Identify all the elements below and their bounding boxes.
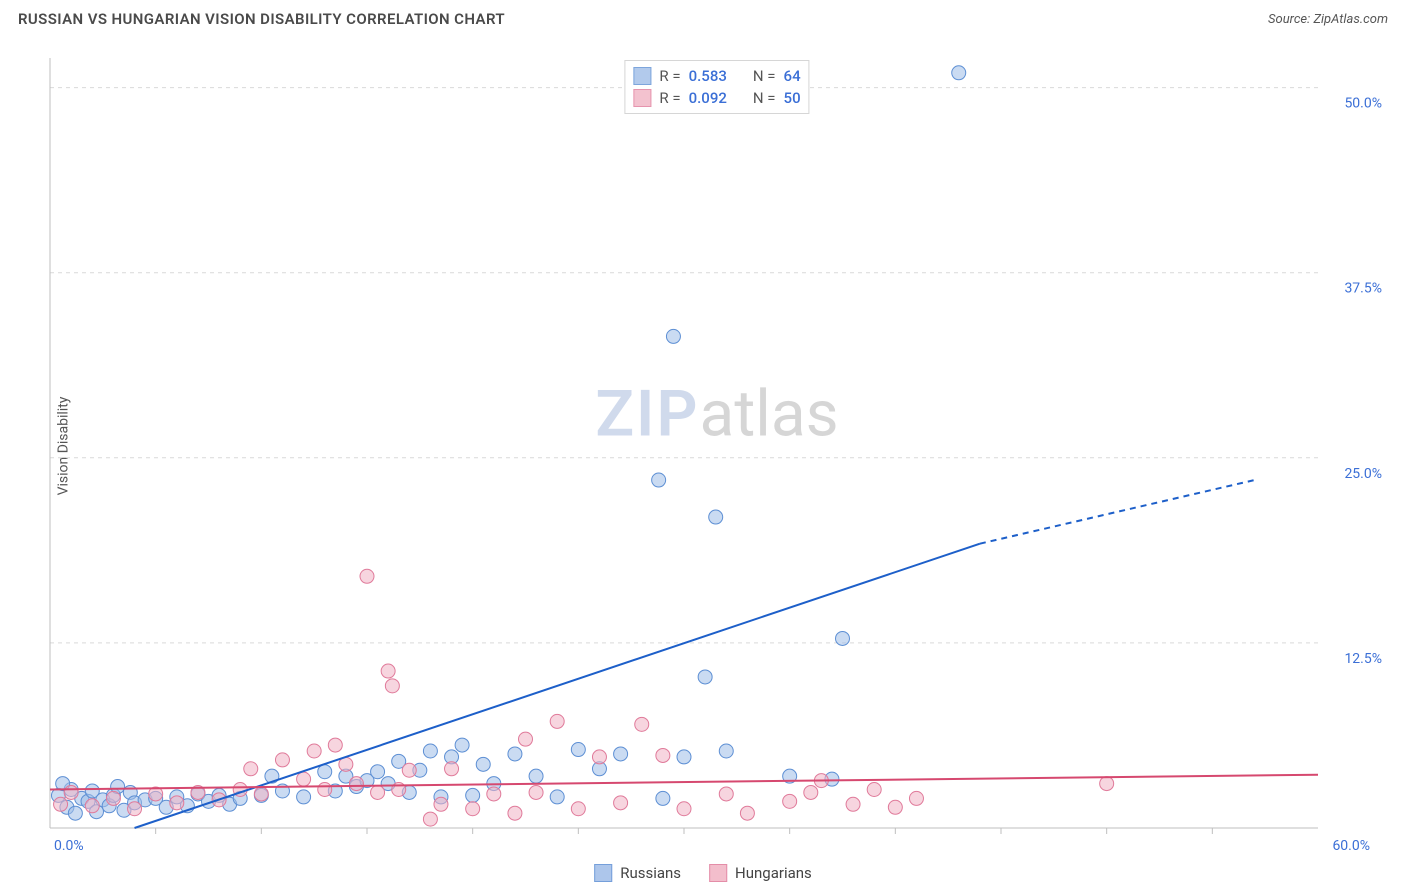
data-point (328, 738, 342, 752)
data-point (106, 791, 120, 805)
legend-swatch (633, 67, 651, 85)
data-point (656, 748, 670, 762)
data-point (846, 797, 860, 811)
data-point (275, 753, 289, 767)
data-point (592, 750, 606, 764)
series-legend: Russians Hungarians (594, 864, 812, 882)
data-point (888, 800, 902, 814)
data-point (719, 744, 733, 758)
data-point (614, 796, 628, 810)
data-point (68, 806, 82, 820)
data-point (466, 788, 480, 802)
data-point (466, 802, 480, 816)
data-point (550, 790, 564, 804)
data-point (652, 473, 666, 487)
series-name: Hungarians (735, 864, 812, 882)
data-point (85, 799, 99, 813)
data-point (635, 717, 649, 731)
data-point (297, 772, 311, 786)
chart-area: 12.5%25.0%37.5%50.0%0.0%60.0% ZIPatlas R… (46, 54, 1388, 854)
legend-row: R = 0.583 N = 64 (633, 65, 800, 87)
x-tick-label: 0.0% (54, 838, 84, 854)
data-point (360, 569, 374, 583)
legend-r-label: R = (659, 67, 680, 85)
data-point (614, 747, 628, 761)
data-point (455, 738, 469, 752)
source-credit: Source: ZipAtlas.com (1268, 12, 1388, 27)
data-point (244, 762, 258, 776)
data-point (529, 769, 543, 783)
data-point (740, 806, 754, 820)
data-point (423, 744, 437, 758)
data-point (656, 791, 670, 805)
data-point (836, 631, 850, 645)
chart-title: RUSSIAN VS HUNGARIAN VISION DISABILITY C… (18, 10, 505, 28)
data-point (783, 794, 797, 808)
legend-n-label: N = (753, 67, 776, 85)
data-point (423, 812, 437, 826)
legend-swatch (594, 864, 612, 882)
data-point (698, 670, 712, 684)
data-point (381, 664, 395, 678)
series-legend-item: Hungarians (709, 864, 812, 882)
data-point (64, 785, 78, 799)
data-point (487, 787, 501, 801)
legend-swatch (709, 864, 727, 882)
data-point (804, 785, 818, 799)
data-point (445, 762, 459, 776)
data-point (952, 66, 966, 80)
legend-r-value: 0.092 (689, 89, 727, 107)
scatter-plot: 12.5% 25.0% 37.5% 50.0% 0.0% 60.0% (46, 54, 1388, 854)
data-point (402, 763, 416, 777)
data-point (385, 679, 399, 693)
data-point (254, 787, 268, 801)
y-tick-label: 37.5% (1344, 281, 1382, 297)
trend-line-extrapolation (980, 480, 1255, 544)
data-point (909, 791, 923, 805)
data-point (371, 785, 385, 799)
y-tick-label: 12.5% (1344, 651, 1382, 667)
header: RUSSIAN VS HUNGARIAN VISION DISABILITY C… (0, 0, 1406, 34)
data-point (571, 802, 585, 816)
data-point (508, 747, 522, 761)
data-point (550, 714, 564, 728)
series-legend-item: Russians (594, 864, 681, 882)
data-point (867, 783, 881, 797)
data-point (677, 802, 691, 816)
data-point (666, 329, 680, 343)
data-point (297, 790, 311, 804)
legend-r-value: 0.583 (689, 67, 727, 85)
data-point (1100, 777, 1114, 791)
data-point (54, 797, 68, 811)
legend-row: R = 0.092 N = 50 (633, 87, 800, 109)
x-tick-label: 60.0% (1332, 838, 1370, 854)
legend-swatch (633, 89, 651, 107)
data-point (476, 757, 490, 771)
correlation-legend: R = 0.583 N = 64 R = 0.092 N = 50 (624, 60, 809, 114)
legend-n-value: 64 (784, 67, 801, 85)
y-tick-label: 50.0% (1344, 96, 1382, 112)
data-point (434, 797, 448, 811)
legend-r-label: R = (659, 89, 680, 107)
data-point (519, 732, 533, 746)
data-point (318, 783, 332, 797)
data-point (307, 744, 321, 758)
legend-n-label: N = (753, 89, 776, 107)
legend-n-value: 50 (784, 89, 801, 107)
trend-line (135, 544, 980, 828)
data-point (719, 787, 733, 801)
data-point (318, 765, 332, 779)
series-name: Russians (620, 864, 681, 882)
data-point (128, 802, 142, 816)
y-tick-label: 25.0% (1344, 466, 1382, 482)
data-point (709, 510, 723, 524)
data-point (170, 796, 184, 810)
data-point (571, 743, 585, 757)
data-point (508, 806, 522, 820)
data-point (677, 750, 691, 764)
data-point (371, 765, 385, 779)
data-point (349, 777, 363, 791)
data-point (529, 785, 543, 799)
